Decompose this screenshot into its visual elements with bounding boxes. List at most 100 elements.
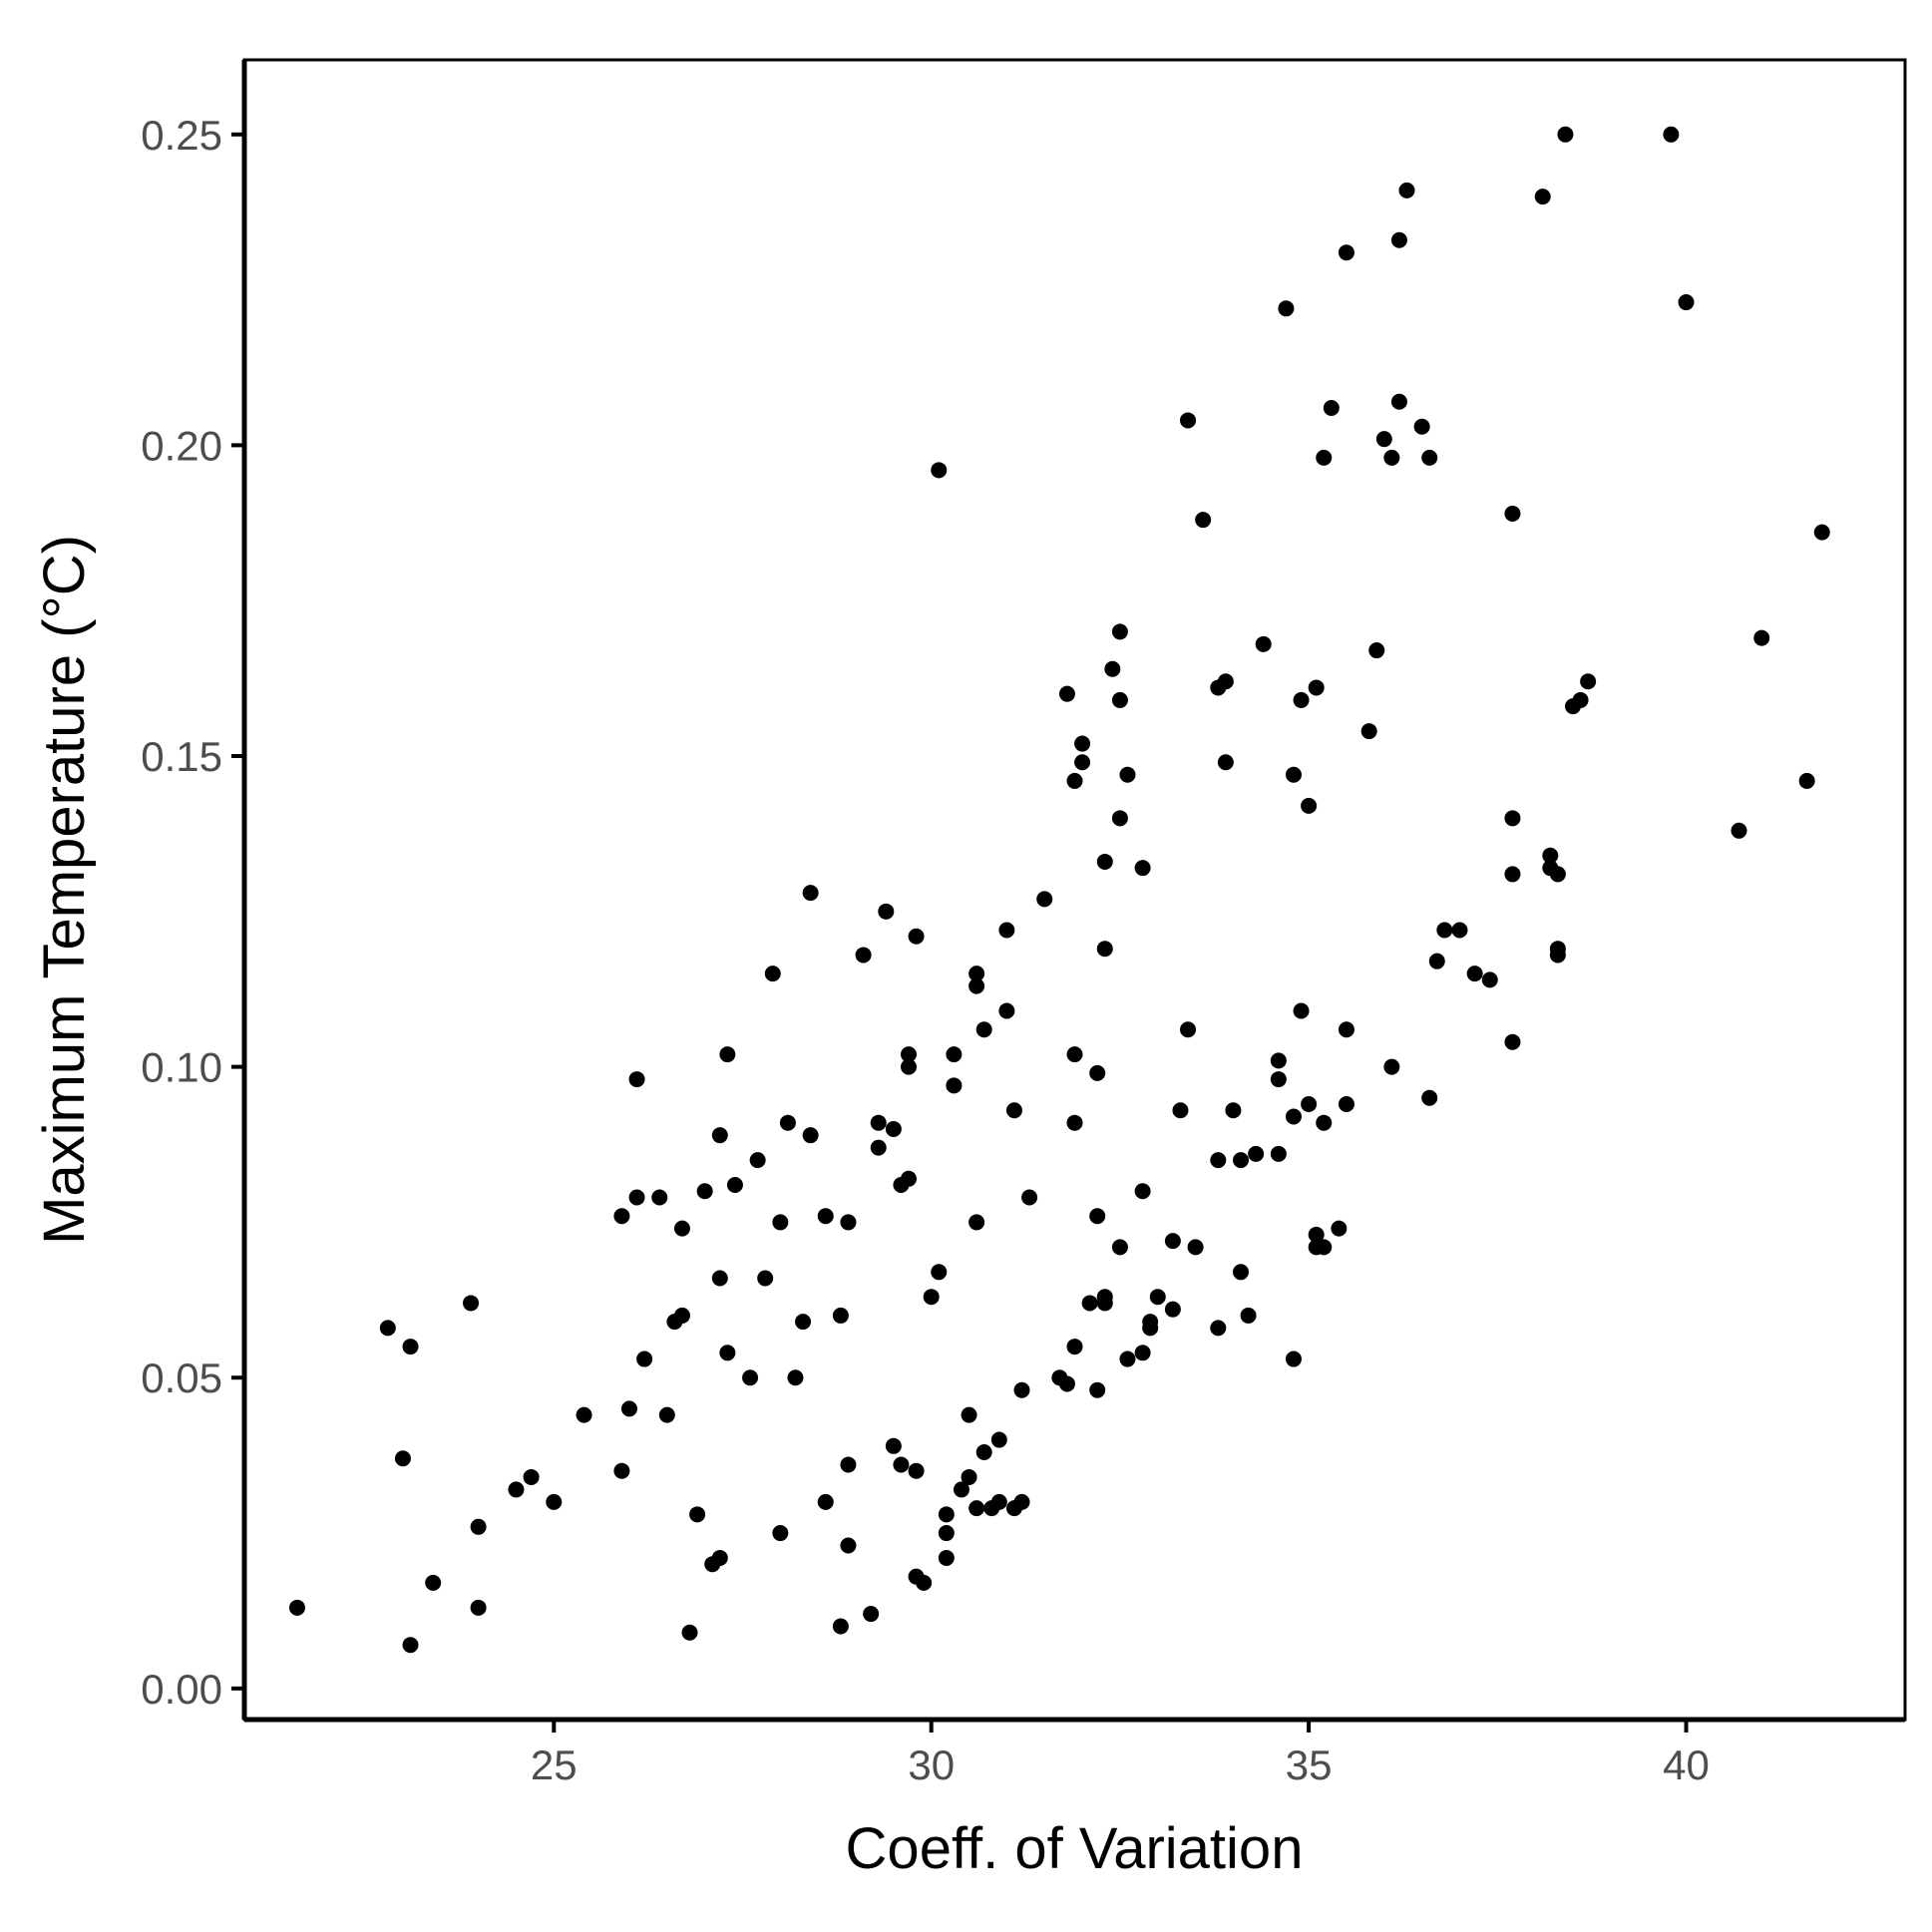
data-point	[1104, 660, 1121, 677]
data-point	[1134, 860, 1151, 877]
data-point	[885, 1120, 902, 1137]
x-tick-label: 25	[531, 1741, 578, 1788]
data-point	[546, 1493, 563, 1510]
data-point	[1481, 971, 1498, 988]
data-point	[1021, 1189, 1038, 1206]
data-point	[961, 1468, 977, 1485]
data-point	[975, 1444, 992, 1461]
data-point	[402, 1339, 419, 1355]
data-point	[870, 1139, 887, 1156]
y-tick-label: 0.20	[141, 422, 222, 469]
data-point	[1436, 922, 1453, 939]
data-point	[1398, 182, 1415, 198]
data-point	[901, 1058, 917, 1075]
y-axis-title: Maximum Temperature (°C)	[32, 535, 97, 1245]
data-point	[1678, 294, 1695, 311]
data-point	[1233, 1264, 1249, 1281]
data-point	[1293, 1002, 1310, 1019]
data-point	[1005, 1102, 1022, 1119]
data-point	[1111, 623, 1128, 640]
data-point	[1096, 1289, 1113, 1306]
data-point	[1421, 449, 1438, 466]
data-point	[1066, 1114, 1083, 1131]
data-point	[1360, 723, 1377, 740]
data-point	[1316, 1239, 1333, 1256]
data-point	[1323, 400, 1340, 417]
data-point	[840, 1537, 857, 1554]
data-point	[1285, 1108, 1302, 1125]
data-point	[1428, 953, 1445, 969]
data-point	[1066, 1339, 1083, 1355]
data-points	[288, 126, 1830, 1654]
data-point	[1172, 1102, 1189, 1119]
y-tick-label: 0.25	[141, 112, 222, 159]
data-point	[1233, 1152, 1249, 1169]
data-point	[968, 1214, 985, 1231]
data-point	[893, 1456, 910, 1473]
data-point	[1542, 847, 1559, 864]
data-point	[764, 966, 781, 982]
data-point	[1036, 891, 1053, 908]
data-point	[946, 1077, 963, 1094]
data-point	[1180, 412, 1197, 429]
data-point	[1731, 822, 1747, 839]
data-point	[975, 1021, 992, 1038]
data-point	[1066, 772, 1083, 789]
data-point	[576, 1406, 592, 1423]
data-point	[1504, 505, 1521, 522]
data-point	[795, 1314, 812, 1331]
data-point	[938, 1525, 955, 1542]
data-point	[1421, 1089, 1438, 1106]
data-point	[1089, 1064, 1106, 1081]
data-point	[802, 885, 819, 902]
data-point	[1338, 1021, 1354, 1038]
data-point	[673, 1220, 690, 1237]
data-point	[855, 947, 872, 964]
data-point	[1142, 1314, 1159, 1331]
data-point	[946, 1046, 963, 1063]
data-point	[1119, 766, 1136, 783]
data-point	[1383, 1058, 1400, 1075]
data-point	[1074, 735, 1091, 752]
data-point	[523, 1468, 540, 1485]
data-point	[772, 1525, 789, 1542]
data-point	[1338, 1096, 1354, 1113]
data-point	[1316, 1114, 1333, 1131]
data-point	[1111, 1239, 1128, 1256]
data-point	[757, 1270, 774, 1287]
data-point	[1301, 1096, 1318, 1113]
data-point	[998, 1002, 1015, 1019]
data-point	[1195, 512, 1212, 529]
data-point	[938, 1506, 955, 1523]
data-point	[1301, 797, 1318, 814]
data-point	[1375, 431, 1392, 448]
data-point	[1663, 126, 1680, 143]
data-point	[840, 1456, 857, 1473]
data-point	[1813, 524, 1830, 541]
data-point	[923, 1289, 940, 1306]
data-point	[1580, 673, 1597, 690]
data-point	[908, 928, 925, 945]
y-tick-label: 0.05	[141, 1354, 222, 1401]
data-point	[1134, 1183, 1151, 1200]
data-point	[1164, 1233, 1181, 1250]
y-tick-label: 0.15	[141, 733, 222, 780]
data-point	[689, 1506, 706, 1523]
data-point	[1081, 1295, 1098, 1312]
data-point	[673, 1307, 690, 1324]
x-axis-ticks: 25 30 35 40	[531, 1720, 1710, 1788]
data-point	[779, 1114, 796, 1131]
data-point	[1466, 966, 1483, 982]
x-axis-title: Coeff. of Variation	[846, 1816, 1304, 1881]
data-point	[832, 1307, 849, 1324]
data-point	[1210, 1320, 1227, 1337]
data-point	[1013, 1493, 1030, 1510]
data-point	[817, 1493, 834, 1510]
data-point	[990, 1431, 1007, 1448]
data-point	[742, 1369, 759, 1386]
data-point	[885, 1437, 902, 1454]
data-point	[863, 1606, 880, 1623]
data-point	[628, 1189, 645, 1206]
data-point	[1390, 393, 1407, 410]
